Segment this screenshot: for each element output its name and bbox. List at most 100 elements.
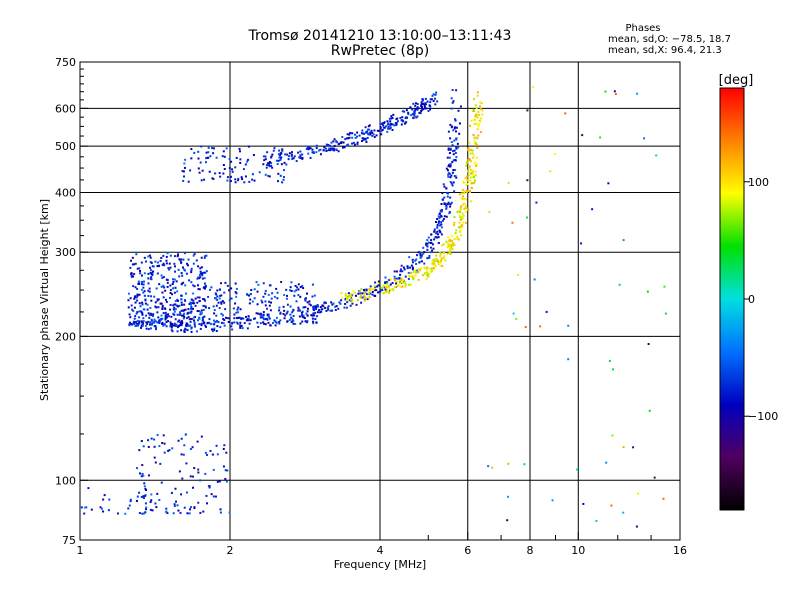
data-point (130, 274, 133, 277)
data-point (395, 118, 398, 121)
data-point (381, 122, 384, 125)
data-point (199, 511, 202, 514)
data-point (150, 276, 153, 279)
data-point (450, 239, 453, 242)
data-point (275, 287, 278, 290)
data-point (218, 172, 221, 175)
data-point (383, 122, 386, 125)
data-point (381, 287, 384, 290)
data-point (204, 299, 207, 302)
data-point (491, 466, 494, 469)
data-point (436, 223, 439, 226)
data-point (149, 321, 152, 324)
data-point (466, 169, 469, 172)
data-point (216, 319, 219, 322)
data-point (191, 475, 194, 478)
data-point (140, 288, 143, 291)
data-point (204, 161, 207, 164)
data-point (169, 322, 172, 325)
data-point (183, 303, 186, 306)
data-point (637, 492, 640, 495)
data-point (440, 221, 443, 224)
data-point (232, 307, 235, 310)
data-point (539, 325, 542, 328)
data-point (408, 256, 411, 259)
data-point (395, 282, 398, 285)
data-point (292, 319, 295, 322)
data-point (426, 245, 429, 248)
data-point (315, 321, 318, 324)
data-point (289, 305, 292, 308)
data-point (392, 289, 395, 292)
data-point (179, 324, 182, 327)
data-point (285, 294, 288, 297)
data-point (305, 312, 308, 315)
data-point (192, 302, 195, 305)
data-point (532, 86, 535, 89)
data-point (167, 267, 170, 270)
data-point (203, 257, 206, 260)
data-point (132, 275, 135, 278)
data-point (369, 285, 372, 288)
data-point (261, 316, 264, 319)
data-point (413, 269, 416, 272)
data-point (392, 113, 395, 116)
data-point (449, 123, 452, 126)
data-point (451, 144, 454, 147)
data-point (180, 309, 183, 312)
data-point (299, 295, 302, 298)
data-point (347, 292, 350, 295)
data-point (155, 326, 158, 329)
data-point (127, 299, 130, 302)
data-point (134, 286, 137, 289)
data-point (351, 132, 354, 135)
data-point (448, 239, 451, 242)
data-point (134, 320, 137, 323)
data-point (134, 301, 137, 304)
data-point (472, 108, 475, 111)
data-point (434, 260, 437, 263)
data-point (346, 133, 349, 136)
data-point (255, 312, 258, 315)
data-point (439, 259, 442, 262)
data-point (418, 111, 421, 114)
data-point (412, 117, 415, 120)
data-point (325, 309, 328, 312)
data-point (172, 512, 175, 515)
data-point (169, 289, 172, 292)
data-point (414, 102, 417, 105)
data-point (456, 142, 459, 145)
data-point (317, 309, 320, 312)
data-point (393, 275, 396, 278)
data-point (216, 295, 219, 298)
data-point (129, 500, 132, 503)
data-point (333, 144, 336, 147)
data-point (420, 267, 423, 270)
data-point (304, 306, 307, 309)
data-point (479, 131, 482, 134)
data-point (450, 107, 453, 110)
data-point (153, 295, 156, 298)
data-point (164, 307, 167, 310)
data-point (264, 289, 267, 292)
data-point (311, 295, 314, 298)
data-point (146, 322, 149, 325)
data-point (469, 190, 472, 193)
data-point (331, 309, 334, 312)
data-point (291, 311, 294, 314)
data-point (140, 320, 143, 323)
data-point (211, 453, 214, 456)
data-point (201, 319, 204, 322)
data-point (185, 292, 188, 295)
data-point (165, 325, 168, 328)
data-point (212, 495, 215, 498)
data-point (316, 311, 319, 314)
data-point (172, 280, 175, 283)
data-point (351, 300, 354, 303)
data-point (184, 308, 187, 311)
data-point (142, 445, 145, 448)
data-point (222, 465, 225, 468)
data-point (319, 153, 322, 156)
data-point (234, 302, 237, 305)
